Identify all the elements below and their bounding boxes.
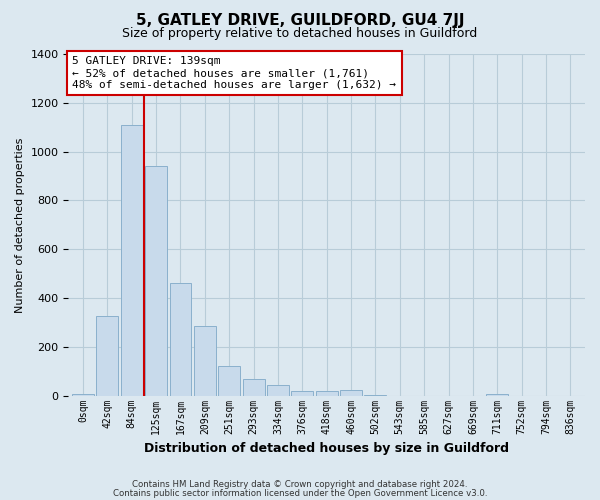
Bar <box>340 390 362 396</box>
Y-axis label: Number of detached properties: Number of detached properties <box>15 137 25 312</box>
Bar <box>72 394 94 396</box>
Bar <box>316 391 338 396</box>
Bar <box>121 125 143 396</box>
Bar <box>487 394 508 396</box>
Bar <box>292 391 313 396</box>
Bar <box>267 384 289 396</box>
Text: Contains public sector information licensed under the Open Government Licence v3: Contains public sector information licen… <box>113 488 487 498</box>
Text: 5, GATLEY DRIVE, GUILDFORD, GU4 7JJ: 5, GATLEY DRIVE, GUILDFORD, GU4 7JJ <box>136 12 464 28</box>
Bar <box>242 378 265 396</box>
Bar <box>145 166 167 396</box>
Text: Contains HM Land Registry data © Crown copyright and database right 2024.: Contains HM Land Registry data © Crown c… <box>132 480 468 489</box>
Bar <box>97 316 118 396</box>
Text: Size of property relative to detached houses in Guildford: Size of property relative to detached ho… <box>122 28 478 40</box>
Bar <box>170 284 191 396</box>
Bar <box>194 326 216 396</box>
Text: 5 GATLEY DRIVE: 139sqm
← 52% of detached houses are smaller (1,761)
48% of semi-: 5 GATLEY DRIVE: 139sqm ← 52% of detached… <box>72 56 396 90</box>
X-axis label: Distribution of detached houses by size in Guildford: Distribution of detached houses by size … <box>144 442 509 455</box>
Bar <box>218 366 240 396</box>
